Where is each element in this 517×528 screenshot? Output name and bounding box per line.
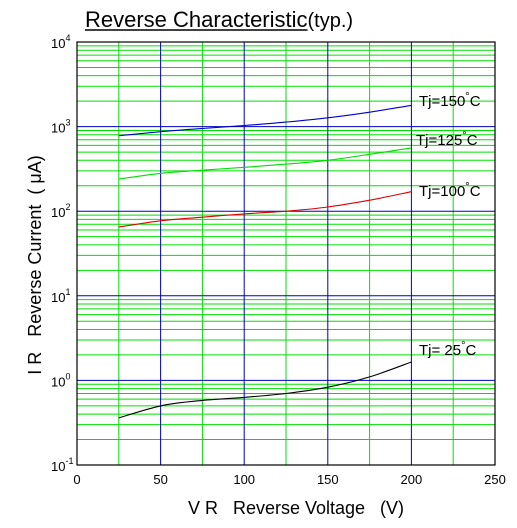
plot-border: [76, 41, 496, 466]
x-tick-label: 0: [73, 472, 80, 487]
series-label-degree: °: [465, 91, 469, 103]
series-label-name: Tj=150: [419, 93, 465, 110]
series-label-degree: °: [461, 340, 465, 352]
x-tick-label: 100: [233, 472, 255, 487]
x-tick-label: 250: [484, 472, 506, 487]
x-axis-label: V R Reverse Voltage (V): [188, 498, 404, 518]
series-label-degree: °: [465, 181, 469, 193]
y-tick-label: 102: [51, 202, 70, 220]
series-label-name: Tj=125: [416, 132, 462, 149]
plot-frame: [76, 41, 496, 466]
series-label-name: Tj= 25: [419, 342, 461, 359]
x-tick-label: 200: [401, 472, 423, 487]
series-label-1: Tj=150°C: [419, 91, 481, 110]
series-label-unit: C: [466, 342, 477, 359]
series-label-degree: °: [462, 130, 466, 142]
y-tick-label: 101: [51, 287, 70, 305]
y-tick-label: 10-1: [51, 456, 73, 474]
x-tick-labels: 0 50 100 150 200 250: [73, 472, 505, 487]
series-line-2: [118, 147, 412, 180]
series-label-unit: C: [470, 93, 481, 110]
chart-title-suffix: (typ.): [308, 10, 354, 32]
series-label-4: Tj= 25°C: [419, 340, 477, 359]
y-tick-label: 104: [51, 33, 70, 51]
y-tick-label: 103: [51, 118, 70, 136]
series-label-3: Tj=100°C: [419, 181, 481, 200]
series-lines: [118, 104, 412, 419]
series-labels: Tj=150°CTj=125°CTj=100°CTj= 25°C: [416, 91, 481, 359]
chart-title-main: Reverse Characteristic: [85, 7, 308, 32]
chart-title: Reverse Characteristic(typ.): [85, 7, 353, 32]
series-line-3: [118, 191, 412, 228]
grid: [77, 42, 495, 465]
series-label-name: Tj=100: [419, 183, 465, 200]
y-axis-label: I R Reverse Current ( μA): [25, 155, 45, 374]
x-tick-label: 150: [317, 472, 339, 487]
series-label-unit: C: [470, 183, 481, 200]
series-label-2: Tj=125°C: [416, 130, 478, 149]
y-tick-labels: 10-1 100 101 102 103 104: [51, 33, 73, 474]
series-label-unit: C: [467, 132, 478, 149]
series-line-4: [118, 361, 412, 419]
series-line-1: [118, 104, 412, 137]
x-tick-label: 50: [153, 472, 167, 487]
y-tick-label: 100: [51, 371, 70, 389]
